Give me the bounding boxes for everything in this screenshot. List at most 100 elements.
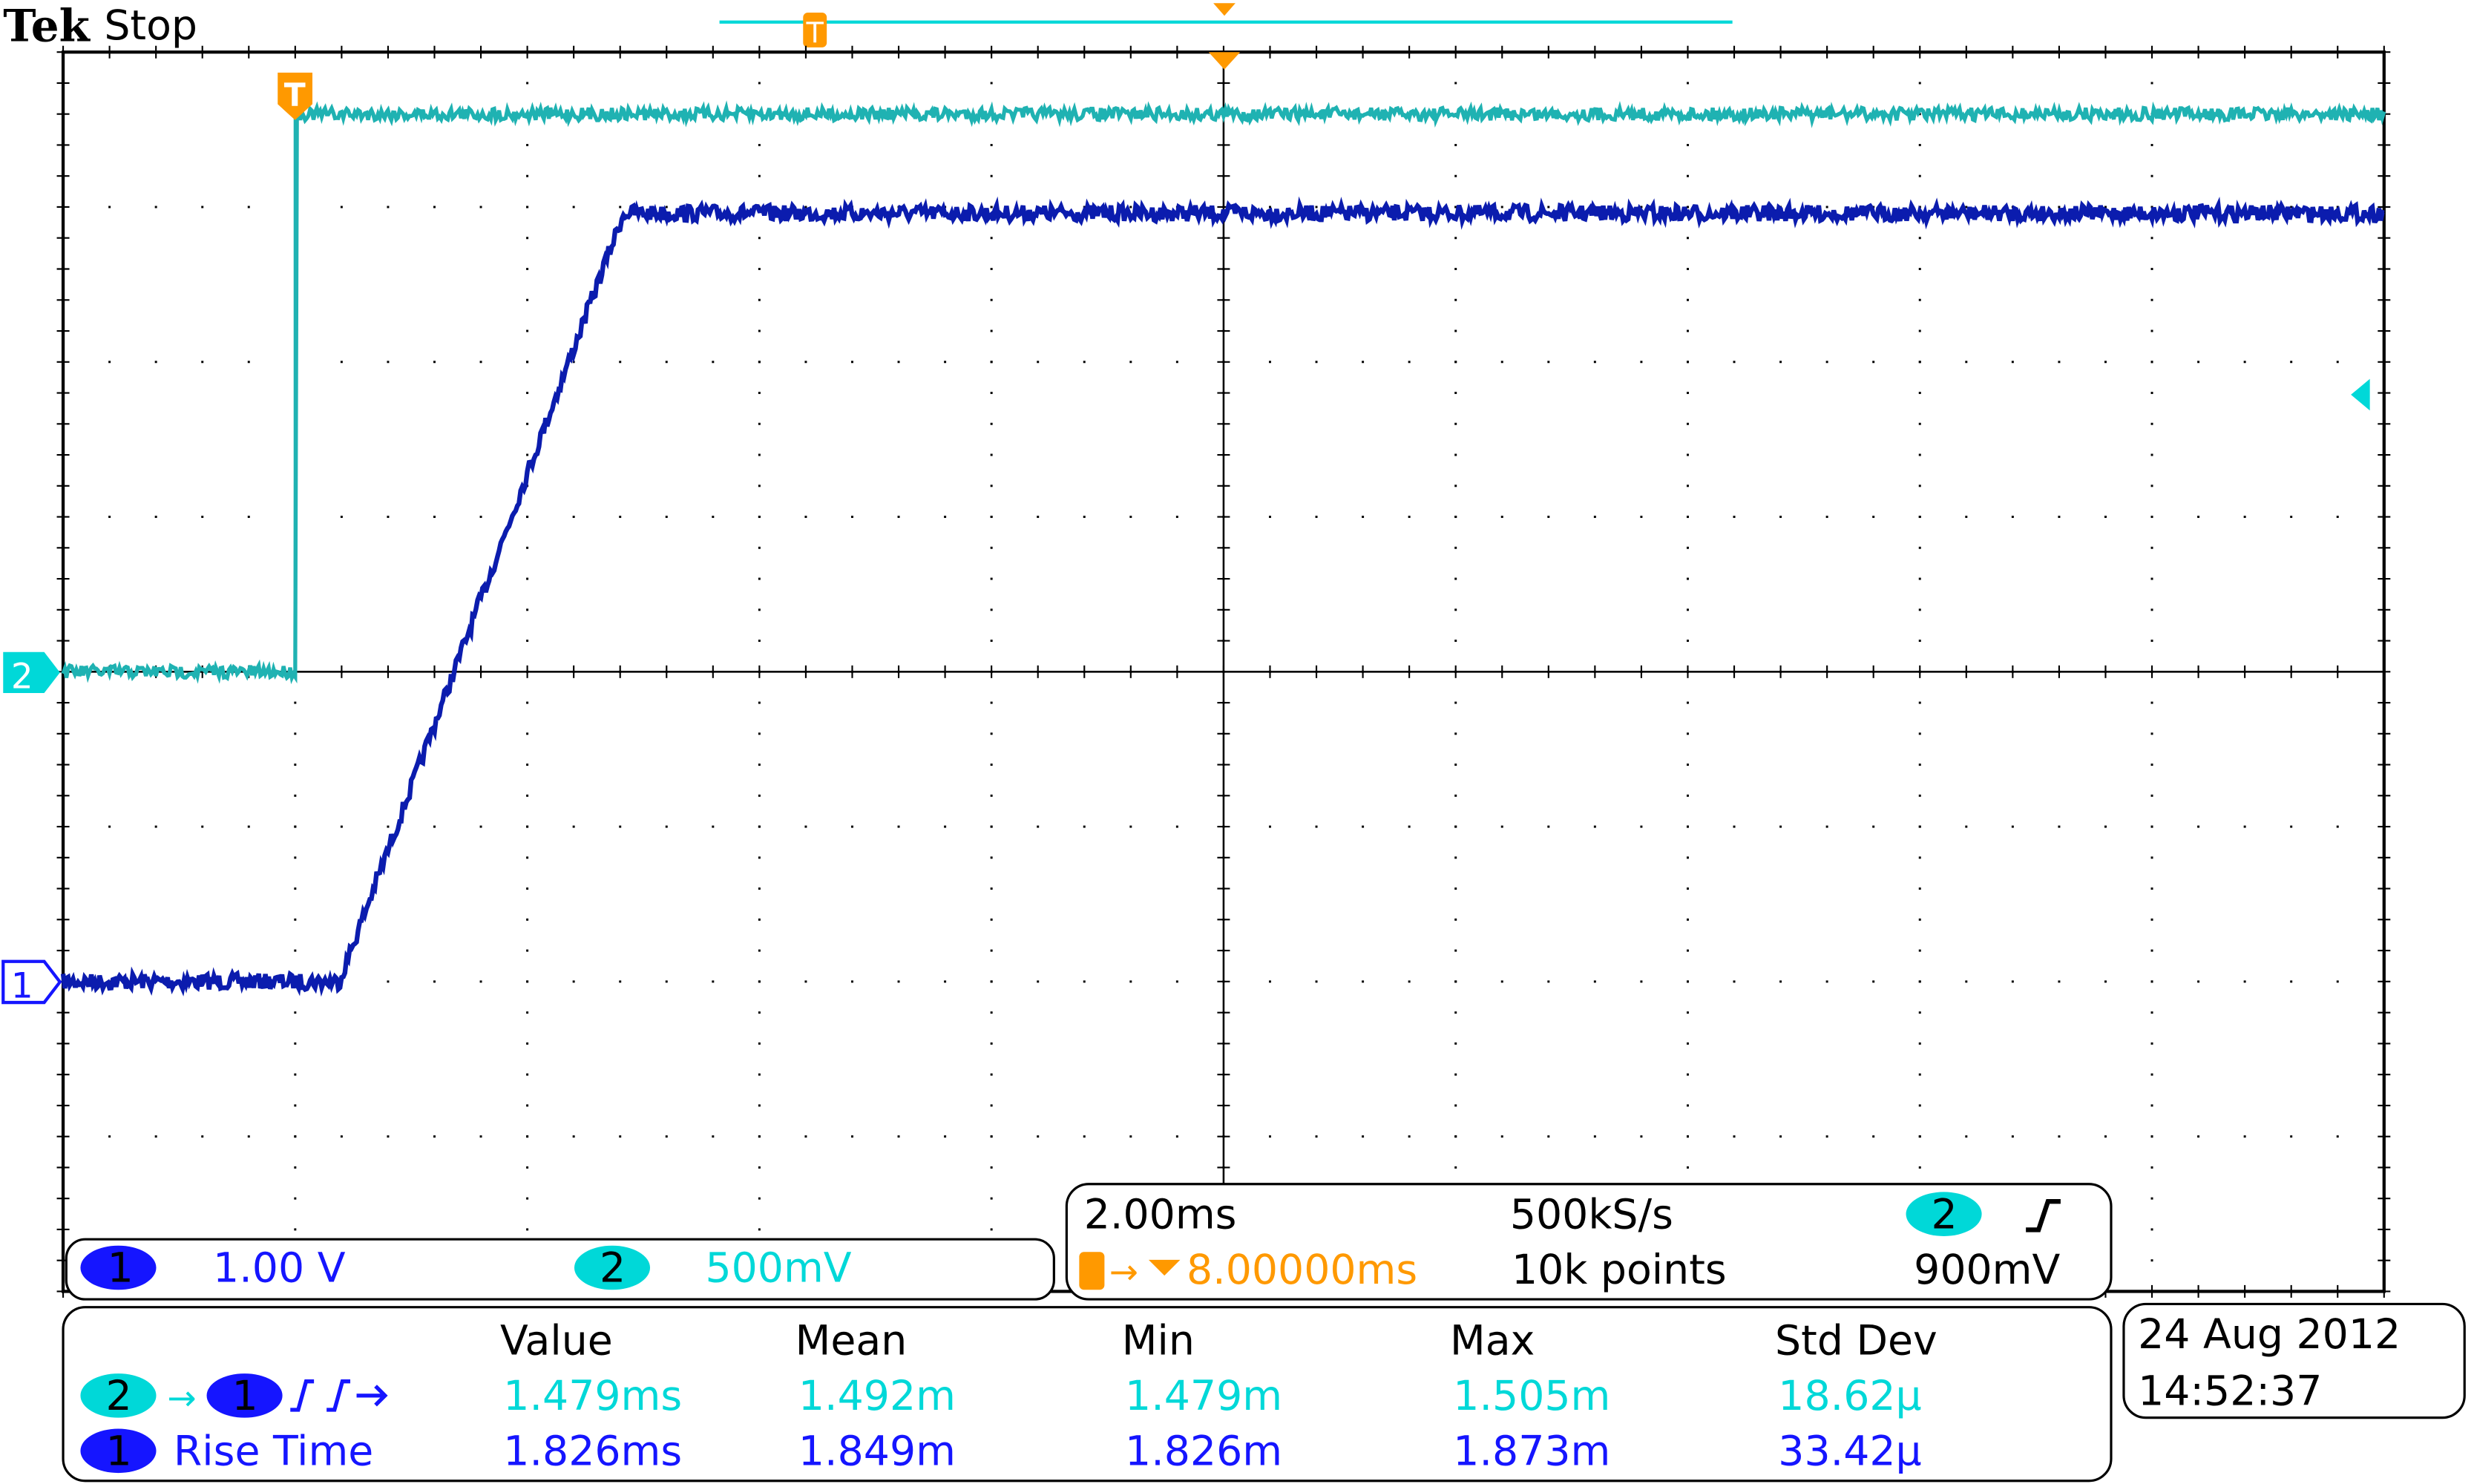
grid-dot [1918,174,1921,177]
grid-dot [758,298,761,301]
grid-dot [1733,1135,1736,1138]
grid-dot [712,361,715,364]
grid-dot [990,764,993,766]
grid-dot [758,640,761,643]
grid-dot [387,516,390,519]
grid-dot [2150,764,2153,766]
grid-dot [1733,980,1736,983]
grid-dot [526,143,529,146]
grid-dot [944,980,947,983]
grid-dot [1825,361,1828,364]
measurement-table[interactable]: Value Mean Min Max Std Dev 2 → 1 1.479ms 1.492m 1.… [62,1306,2113,1483]
grid-dot [758,1073,761,1076]
grid-dot [2150,732,2153,735]
grid-dot [758,794,761,797]
grid-dot [1918,608,1921,611]
grid-dot [2104,361,2107,364]
grid-dot [1918,268,1921,270]
grid-dot [990,174,993,177]
grid-dot [526,546,529,549]
grid-dot [1918,1042,1921,1045]
grid-dot [1454,422,1457,425]
grid-dot [2150,392,2153,395]
grid-dot [1083,980,1086,983]
channel-readout[interactable]: 1 1.00 V 2 500mV [65,1238,1055,1301]
grid-dot [2150,1228,2153,1231]
grid-dot [1686,237,1689,240]
grid-dot [897,516,900,519]
grid-dot [1825,516,1828,519]
horizontal-readout[interactable]: 2.00ms 500kS/s 2 → 8.00000ms 10k points … [1065,1183,2113,1301]
grid-dot [1918,392,1921,395]
grid-dot [2336,825,2339,828]
ch1-ground-marker[interactable]: 1 [1,959,62,1007]
grid-dot [2011,1135,2014,1138]
grid-dot [619,825,622,828]
grid-dot [758,825,761,828]
grid-dot [1454,1073,1457,1076]
column-header: Std Dev [1775,1318,1937,1365]
grid-dot [2150,206,2153,209]
grid-dot [1454,361,1457,364]
grid-dot [387,206,390,209]
measurement-value: 1.479m [1125,1373,1282,1420]
grid-dot [990,268,993,270]
grid-dot [387,1135,390,1138]
grid-dot [1686,1011,1689,1014]
grid-dot [526,361,529,364]
trigger-level: 900mV [1914,1247,2060,1294]
grid-dot [526,577,529,580]
grid-dot [1686,298,1689,301]
grid-dot [1686,143,1689,146]
grid-dot [526,701,529,704]
ch1-waveform[interactable] [60,196,2385,997]
grid-dot [2150,1104,2153,1107]
ch2-waveform[interactable] [61,100,2386,685]
trigger-level-icon[interactable] [2351,378,2370,411]
grid-dot [154,516,157,519]
grid-dot [526,268,529,270]
grid-dot [201,206,204,209]
trigger-position-icon[interactable]: T [278,72,313,120]
grid-dot [990,392,993,395]
grid-dot [1083,825,1086,828]
grid-dot [201,361,204,364]
waveforms[interactable] [60,100,2386,997]
grid-dot [387,825,390,828]
grid-dot [1268,361,1271,364]
grid-dot [1408,516,1411,519]
grid-dot [2243,980,2246,983]
grid-dot [2150,1197,2153,1200]
grid-dot [1454,887,1457,890]
grid-dot [712,980,715,983]
grid-dot [1918,1166,1921,1169]
grid-dot [1918,329,1921,332]
measurement-row[interactable]: 2 → 1 1.479ms 1.492m 1.479m 1.505m 18.62µ [80,1373,1922,1420]
grid-dot [990,1104,993,1107]
grid-dot [850,516,853,519]
grid-dot [665,361,668,364]
grid-dot [387,980,390,983]
grid-dot [526,732,529,735]
measurement-row[interactable]: 1 Rise Time 1.826ms 1.849m 1.826m 1.873m 33.42… [80,1428,1922,1475]
grid-dot [990,1166,993,1169]
grid-dot [1686,174,1689,177]
grid-dot [1547,825,1550,828]
expansion-point-icon [1208,52,1241,70]
grid-dot [1454,608,1457,611]
grid-dot [804,206,807,209]
grid-dot [1129,825,1132,828]
grid-dot [758,1011,761,1014]
grid-dot [108,206,111,209]
grid-dot [387,361,390,364]
grid-dot [294,1011,297,1014]
grid-dot [433,980,436,983]
grid-dot [1362,980,1365,983]
grid-dot [1733,516,1736,519]
measurement-value: 1.826ms [503,1428,682,1475]
acquisition-status: Stop [104,2,197,50]
grid-dot [850,980,853,983]
grid-dot [1918,516,1921,519]
ch2-ground-marker[interactable]: 2 [3,651,60,697]
grid-dot [2150,825,2153,828]
